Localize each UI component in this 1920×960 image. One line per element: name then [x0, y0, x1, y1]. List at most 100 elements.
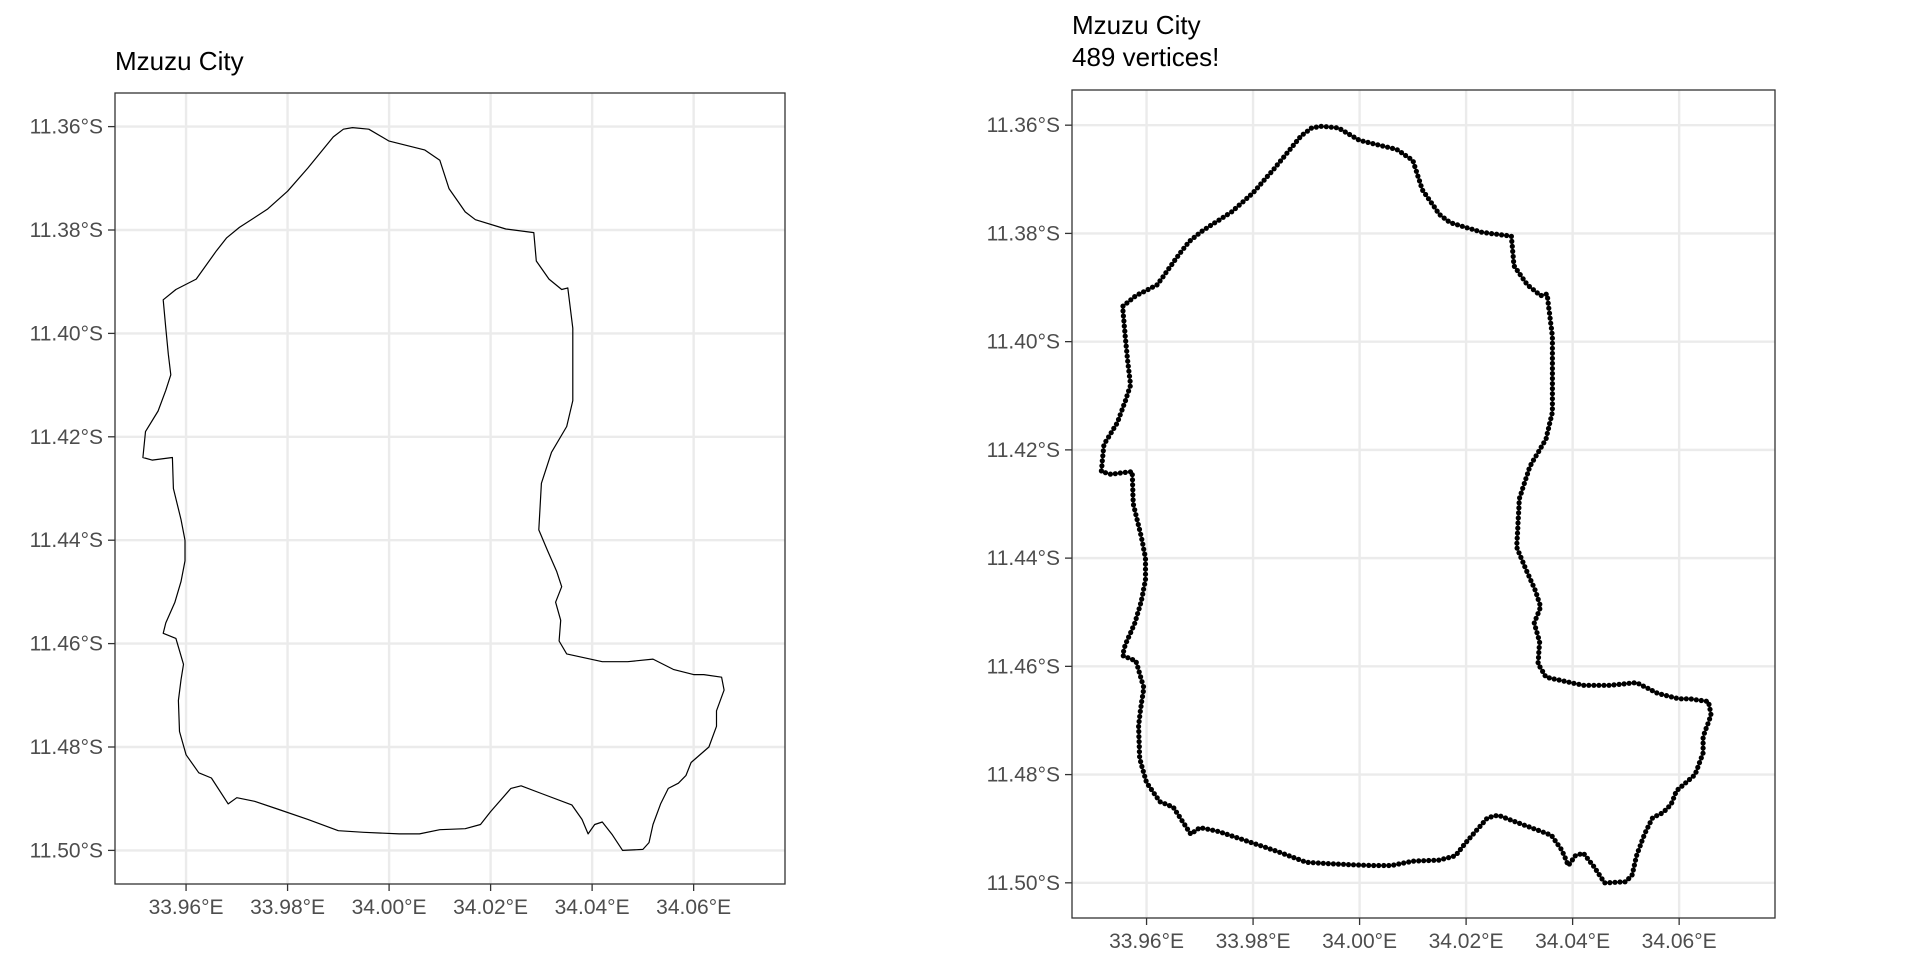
vertex-point: [1376, 862, 1382, 869]
vertex-point: [1124, 639, 1130, 645]
vertex-point: [1515, 525, 1521, 531]
vertex-point: [1626, 680, 1632, 686]
vertex-point: [1695, 764, 1701, 771]
vertex-point: [1126, 634, 1132, 640]
vertex-point: [1532, 587, 1538, 593]
vertex-point: [1166, 803, 1173, 809]
vertex-point: [1122, 469, 1128, 475]
chart-panel-left: 11.36°S 11.38°S 11.40°S 11.42°S 11.44°S 11.46…: [30, 46, 786, 919]
x-tick-label: 34.04°E: [555, 896, 630, 919]
vertex-point: [1120, 308, 1126, 314]
vertex-point: [1103, 438, 1109, 444]
vertex-point: [1549, 381, 1555, 387]
vertex-point: [1187, 830, 1193, 837]
vertex-point: [1524, 471, 1531, 477]
vertex-point: [1686, 776, 1693, 783]
vertex-point: [1645, 824, 1651, 830]
vertex-point: [1125, 358, 1131, 364]
vertex-point: [1528, 461, 1534, 468]
vertex-point: [1338, 126, 1344, 132]
vertex-point: [1528, 578, 1534, 584]
vertex-point: [1136, 526, 1143, 533]
vertex-point: [1122, 643, 1128, 650]
vertex-point: [1599, 876, 1605, 882]
vertex-point: [1488, 814, 1494, 820]
vertex-point: [1556, 677, 1562, 683]
vertex-point: [1138, 674, 1144, 680]
vertex-point: [1126, 388, 1132, 394]
vertex-point: [1277, 849, 1283, 855]
vertex-point: [1121, 402, 1127, 408]
vertex-point: [1548, 320, 1554, 326]
vertex-point: [1136, 291, 1142, 297]
vertex-point: [1467, 835, 1473, 841]
vertex-point: [1139, 596, 1145, 602]
vertex-point: [1136, 606, 1142, 612]
vertex-point: [1514, 540, 1520, 546]
vertex-point: [1184, 826, 1191, 832]
vertex-point: [1431, 857, 1437, 863]
vertex-point: [1187, 238, 1193, 244]
vertex-point: [1157, 278, 1163, 284]
vertex-point: [1138, 531, 1144, 537]
vertex-point: [1552, 838, 1558, 844]
vertex-point: [1212, 220, 1218, 226]
vertex-point: [1281, 154, 1287, 160]
vertex-point: [1360, 138, 1366, 144]
vertex-point: [1100, 448, 1106, 454]
vertex-point: [1253, 841, 1259, 847]
vertex-point: [1549, 345, 1555, 351]
vertex-point: [1545, 295, 1551, 301]
x-tick-label: 34.06°E: [1642, 930, 1717, 953]
vertex-point: [1135, 664, 1141, 670]
vertex-point: [1543, 435, 1549, 441]
x-tick-label: 34.04°E: [1535, 930, 1610, 953]
vertex-point: [1602, 880, 1608, 886]
vertex-point: [1493, 813, 1499, 819]
vertex-point: [1136, 734, 1142, 740]
vertex-point: [1576, 681, 1582, 687]
vertex-point: [1224, 212, 1230, 218]
vertex-point: [1649, 815, 1655, 821]
y-tick-label: 11.42°S: [30, 426, 103, 449]
vertex-point: [1229, 833, 1235, 839]
vertex-point: [1645, 685, 1651, 691]
panel-border: [114, 92, 786, 885]
vertex-point: [1683, 780, 1689, 786]
vertex-point: [1673, 695, 1679, 701]
x-tick-label: 34.00°E: [352, 896, 427, 919]
vertex-points: [1098, 123, 1714, 886]
vertex-point: [1548, 416, 1554, 422]
vertex-point: [1434, 208, 1440, 214]
vertex-point: [1371, 862, 1377, 869]
vertex-point: [1537, 606, 1543, 612]
vertex-point: [1510, 253, 1516, 260]
vertex-point: [1169, 261, 1175, 268]
vertex-point: [1634, 852, 1640, 858]
vertex-point: [1526, 573, 1532, 579]
vertex-point: [1571, 680, 1577, 686]
vertex-point: [1410, 159, 1416, 165]
vertex-point: [1268, 170, 1274, 176]
vertex-point: [1136, 723, 1142, 730]
vertex-point: [1669, 800, 1675, 806]
vertex-point: [1244, 195, 1250, 201]
vertex-point: [1122, 333, 1128, 339]
vertex-point: [1210, 827, 1216, 833]
vertex-point: [1630, 867, 1636, 873]
vertex-point: [1181, 245, 1187, 251]
vertex-point: [1128, 297, 1134, 303]
vertex-point: [1271, 166, 1277, 172]
vertex-point: [1386, 862, 1392, 869]
vertex-point: [1537, 664, 1543, 670]
vertex-point: [1693, 697, 1699, 703]
vertex-point: [1127, 469, 1133, 475]
vertex-point: [1136, 744, 1142, 750]
vertex-point: [1136, 749, 1142, 755]
vertex-point: [1549, 833, 1555, 840]
vertex-point: [1705, 721, 1711, 727]
vertex-point: [1129, 477, 1136, 483]
vertex-point: [1140, 688, 1146, 695]
vertex-point: [1675, 786, 1681, 793]
vertex-point: [1127, 378, 1133, 384]
